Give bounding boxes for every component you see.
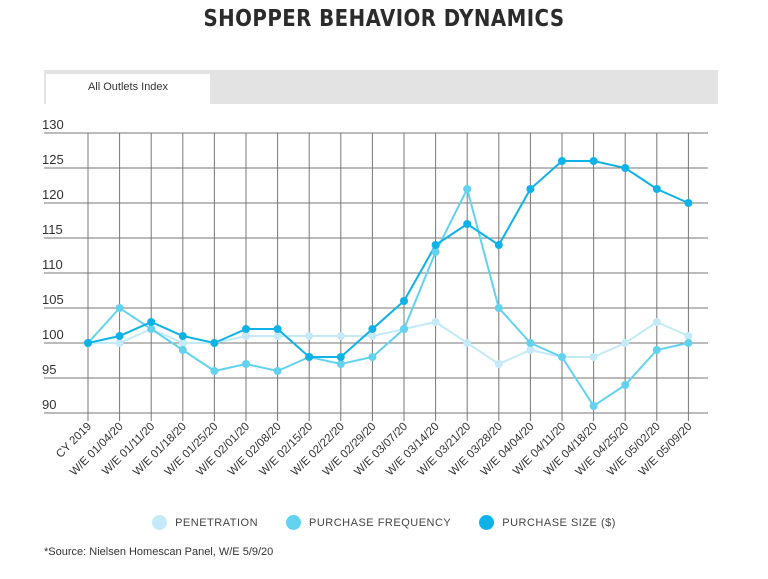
data-point-purchase_size <box>463 220 472 228</box>
y-tick-label: 120 <box>42 187 64 202</box>
legend-marker-penetration <box>152 515 168 530</box>
data-point-purchase_frequency <box>463 185 472 193</box>
data-point-penetration <box>368 332 377 340</box>
data-point-purchase_size <box>336 353 345 361</box>
y-tick-label: 105 <box>42 292 64 307</box>
data-point-purchase_size <box>147 318 156 326</box>
data-point-purchase_size <box>526 185 535 193</box>
legend-marker-purchase-frequency <box>286 515 302 530</box>
data-point-purchase_frequency <box>621 381 630 389</box>
source-note: *Source: Nielsen Homescan Panel, W/E 5/9… <box>44 546 274 558</box>
data-point-purchase_frequency <box>178 346 187 354</box>
data-point-purchase_frequency <box>242 360 250 368</box>
data-point-penetration <box>621 339 630 347</box>
legend-label-purchase-size: PURCHASE SIZE ($) <box>502 516 616 529</box>
legend-marker-purchase-size <box>479 515 495 530</box>
y-tick-label: 130 <box>42 117 64 132</box>
data-point-penetration <box>242 332 250 340</box>
data-point-purchase_frequency <box>400 325 408 333</box>
tab-bar: All Outlets Index <box>44 70 718 104</box>
y-tick-label: 90 <box>42 397 56 412</box>
y-tick-label: 115 <box>42 222 63 237</box>
data-point-purchase_size <box>178 332 187 340</box>
data-point-purchase_size <box>400 297 408 305</box>
data-point-purchase_frequency <box>210 367 219 375</box>
data-point-purchase_frequency <box>652 346 661 354</box>
data-point-penetration <box>589 353 598 361</box>
data-point-penetration <box>305 332 314 340</box>
data-point-penetration <box>273 332 282 340</box>
data-point-purchase_frequency <box>431 248 440 256</box>
data-point-purchase_size <box>558 157 566 165</box>
data-point-purchase_frequency <box>336 360 345 368</box>
data-point-penetration <box>684 332 693 340</box>
data-point-purchase_size <box>242 325 250 333</box>
series-line-purchase_frequency <box>87 186 689 408</box>
data-point-purchase_size <box>305 353 314 361</box>
tab-all-outlets-index[interactable]: All Outlets Index <box>46 74 210 104</box>
series-line-purchase_size <box>87 160 689 358</box>
data-point-purchase_size <box>115 332 124 340</box>
data-point-purchase_frequency <box>147 325 156 333</box>
legend-label-penetration: PENETRATION <box>175 516 259 529</box>
data-point-purchase_frequency <box>273 367 282 375</box>
data-point-purchase_frequency <box>115 304 124 312</box>
data-point-purchase_size <box>273 325 282 333</box>
data-point-penetration <box>178 339 187 347</box>
data-point-purchase_frequency <box>589 402 598 410</box>
data-point-purchase_frequency <box>558 353 566 361</box>
data-point-purchase_frequency <box>526 339 535 347</box>
data-point-penetration <box>494 360 503 368</box>
data-point-purchase_size <box>431 241 440 249</box>
legend-item-purchase-frequency[interactable]: PURCHASE FREQUENCY <box>286 515 451 530</box>
legend-item-penetration[interactable]: PENETRATION <box>152 515 258 530</box>
data-point-purchase_size <box>368 325 377 333</box>
data-point-purchase_size <box>652 185 661 193</box>
y-tick-label: 95 <box>42 362 56 377</box>
data-point-purchase_size <box>494 241 503 249</box>
y-tick-label: 110 <box>42 257 63 272</box>
data-point-purchase_size <box>84 339 92 347</box>
data-point-penetration <box>463 339 472 347</box>
chart-title: SHOPPER BEHAVIOR DYNAMICS <box>203 6 565 32</box>
data-point-purchase_frequency <box>368 353 377 361</box>
data-point-purchase_size <box>684 199 693 207</box>
legend-item-purchase-size[interactable]: PURCHASE SIZE ($) <box>479 515 616 530</box>
data-point-purchase_size <box>621 164 630 172</box>
data-point-purchase_frequency <box>494 304 503 312</box>
series-line-penetration <box>88 320 689 366</box>
y-tick-label: 125 <box>42 152 64 167</box>
y-tick-label: 100 <box>42 327 64 342</box>
data-point-penetration <box>115 339 124 347</box>
data-point-purchase_frequency <box>684 339 693 347</box>
legend: PENETRATION PURCHASE FREQUENCY PURCHASE … <box>0 515 768 530</box>
data-point-penetration <box>336 332 345 340</box>
data-point-penetration <box>526 346 535 354</box>
data-point-purchase_size <box>210 339 219 347</box>
data-point-penetration <box>431 318 440 326</box>
data-point-purchase_size <box>589 157 598 165</box>
data-point-penetration <box>652 318 661 326</box>
legend-label-purchase-frequency: PURCHASE FREQUENCY <box>309 516 452 529</box>
